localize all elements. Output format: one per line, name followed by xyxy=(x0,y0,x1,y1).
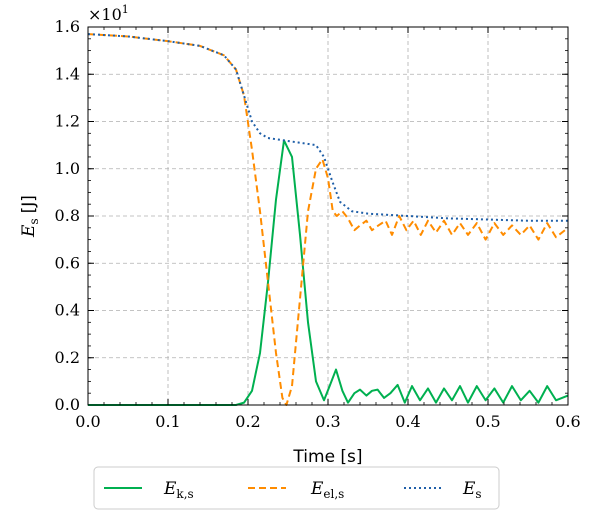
legend-frame xyxy=(93,466,500,510)
y-tick-label: 0.8 xyxy=(55,206,80,225)
legend: Ek,s Eel,s Es xyxy=(93,466,500,510)
x-tick-label: 0.6 xyxy=(555,412,580,431)
x-axis-title: Time [s] xyxy=(292,447,362,467)
x-tick-label: 0.4 xyxy=(395,412,420,431)
x-tick-label: 0.3 xyxy=(315,412,340,431)
y-tick-label: 0.6 xyxy=(55,253,80,272)
x-tick-label: 0.2 xyxy=(235,412,260,431)
y-tick-label: 1.0 xyxy=(55,159,80,178)
legend-label-kinetic: Ek,s xyxy=(163,479,194,501)
x-tick-label: 0.5 xyxy=(475,412,500,431)
legend-label-elastic: Eel,s xyxy=(310,479,344,501)
series-group xyxy=(87,33,569,406)
ticks xyxy=(87,26,569,406)
series-total-energy xyxy=(87,33,568,222)
offset-text: ×101 xyxy=(88,3,129,24)
y-tick-label: 1.2 xyxy=(55,112,80,131)
y-tick-label: 0.2 xyxy=(55,348,80,367)
x-tick-label: 0.0 xyxy=(75,412,100,431)
svg-text:Es[J]: Es[J] xyxy=(19,195,41,238)
y-tick-label: 1.4 xyxy=(55,64,80,83)
legend-label-total: Es xyxy=(462,479,482,501)
grid xyxy=(88,27,568,405)
series-elastic-energy xyxy=(87,33,569,406)
tick-labels: 0.0 0.1 0.2 0.3 0.4 0.5 0.6 0.0 0.2 0.4 0.6 0.8 1.0 1… xyxy=(55,17,581,431)
x-tick-label: 0.1 xyxy=(155,412,180,431)
y-axis-title: Es[J] xyxy=(19,195,41,238)
y-tick-label: 0.0 xyxy=(55,395,80,414)
y-tick-label: 1.6 xyxy=(55,17,80,36)
series-kinetic-energy xyxy=(88,139,569,406)
y-tick-label: 0.4 xyxy=(55,301,80,320)
